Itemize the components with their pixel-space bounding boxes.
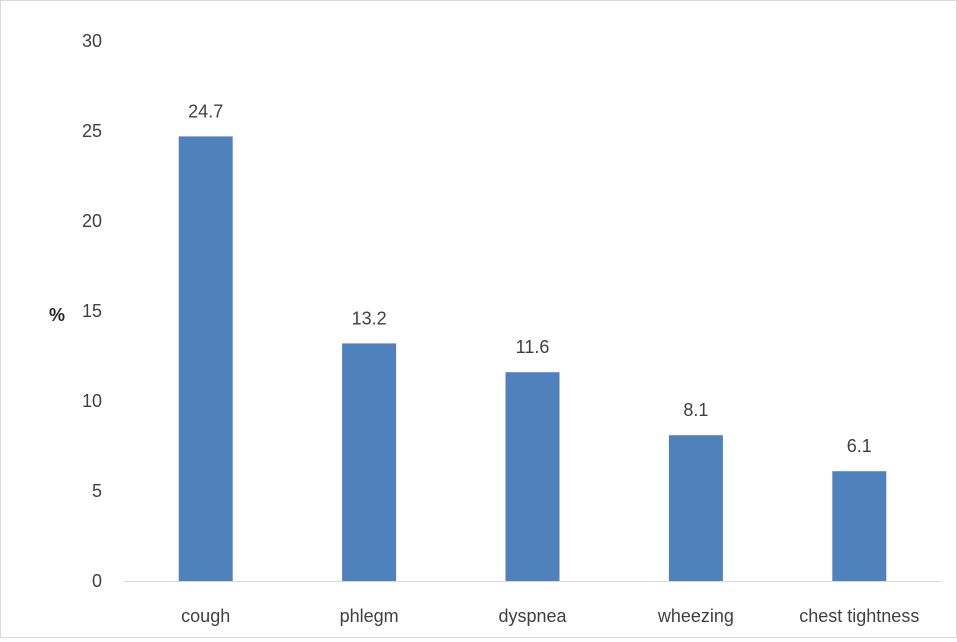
y-tick-label: 25 [82,121,102,141]
y-axis-title: % [49,305,65,325]
y-axis-ticks: 0 5 10 15 20 25 30 [82,31,102,591]
bar-phlegm [342,343,397,581]
data-label: 11.6 [516,337,550,357]
y-tick-label: 0 [92,571,102,591]
x-category-label: dyspnea [498,606,567,626]
x-category-label: chest tightness [799,606,919,626]
x-category-label: wheezing [657,606,734,626]
data-labels: 24.7 13.2 11.6 8.1 6.1 [188,101,872,456]
y-tick-label: 30 [82,31,102,51]
y-tick-label: 10 [82,391,102,411]
bar-wheezing [668,435,723,581]
bar-cough [178,136,233,581]
data-label: 6.1 [847,436,872,456]
data-label: 13.2 [352,308,387,328]
x-axis-labels: cough phlegm dyspnea wheezing chest tightnes… [181,606,919,626]
bar-dyspnea [505,372,560,581]
x-category-label: phlegm [340,606,399,626]
y-tick-label: 5 [92,481,102,501]
y-tick-label: 20 [82,211,102,231]
data-label: 8.1 [683,400,708,420]
bar-chest-tightness [832,471,887,581]
bars [178,136,887,581]
x-category-label: cough [181,606,230,626]
y-tick-label: 15 [82,301,102,321]
data-label: 24.7 [188,101,223,121]
